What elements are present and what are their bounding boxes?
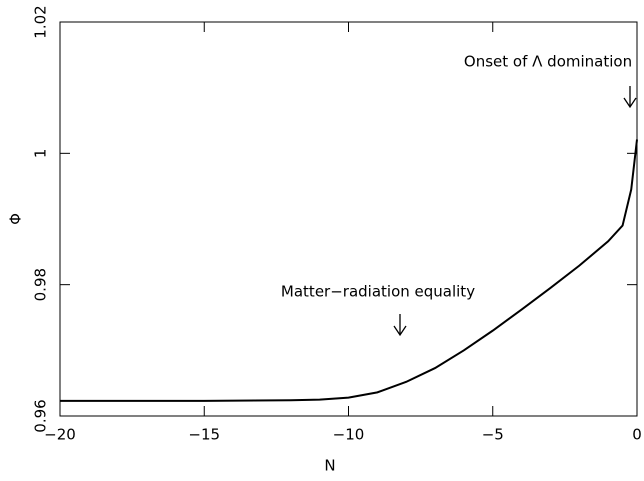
- y-axis-label: Φ: [7, 213, 25, 225]
- y-tick-label: 1: [32, 149, 50, 159]
- x-tick-label: 0: [632, 426, 642, 444]
- arrow: [393, 86, 637, 337]
- y-tick-label: 0.96: [32, 399, 50, 432]
- x-tick-label: −10: [333, 426, 365, 444]
- data-line: [60, 139, 638, 402]
- x-tick-label: −15: [188, 426, 220, 444]
- x-axis-label: N: [324, 457, 335, 475]
- annotation: Matter−radiation equality: [281, 283, 475, 301]
- x-tick-label: −5: [482, 426, 504, 444]
- x-tick-label: −20: [44, 426, 76, 444]
- plot-frame: [59, 21, 638, 417]
- y-tick-label: 0.98: [32, 268, 50, 301]
- y-tick-label: 1.02: [32, 5, 50, 38]
- annotation: Onset of Λ domination: [464, 53, 632, 71]
